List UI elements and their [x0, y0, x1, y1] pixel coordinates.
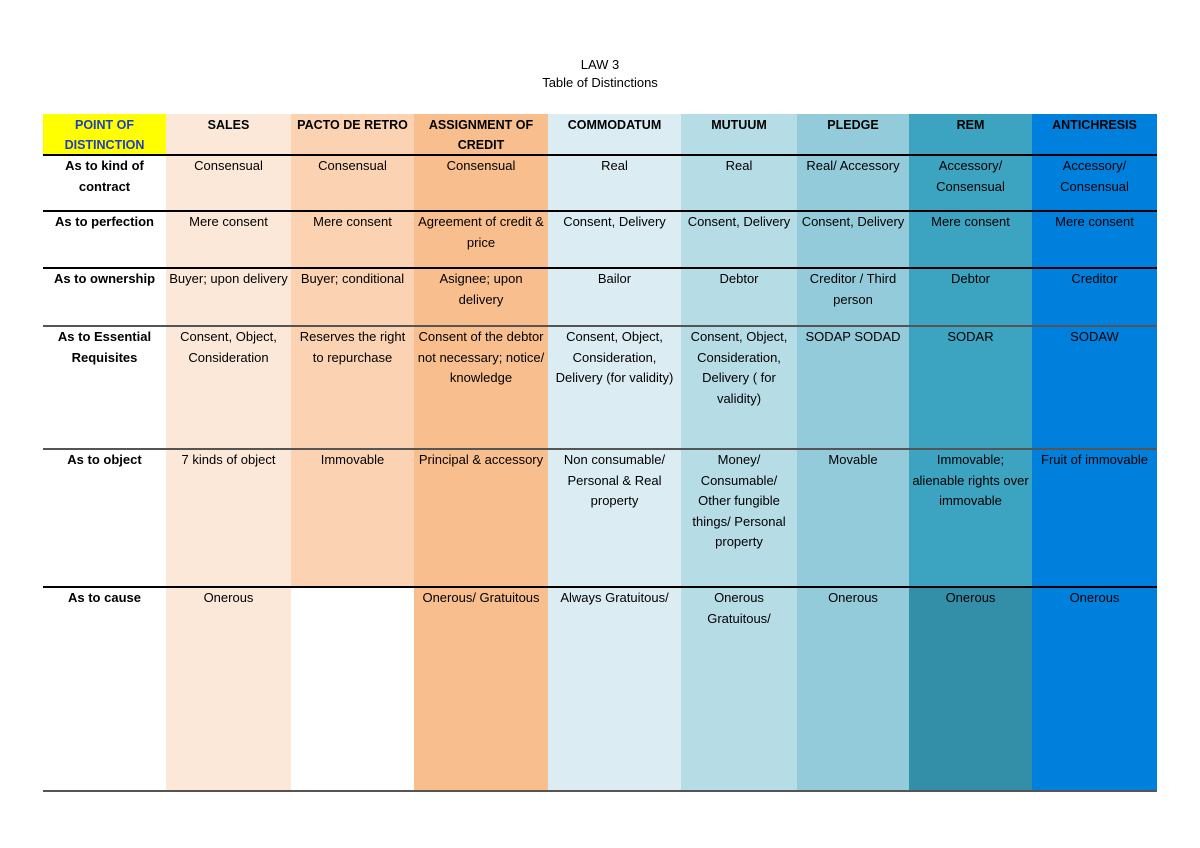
rem-cause-bg: [909, 587, 1032, 791]
row-divider: [43, 448, 1157, 450]
table-cell-assignment-of-credit: Consensual: [446, 158, 516, 173]
table-cell-commodatum: Consent, Delivery: [563, 214, 666, 229]
table-cell-commodatum: Always Gratuitous/: [560, 590, 669, 605]
table-cell-rem: SODAR: [947, 329, 994, 344]
row-divider: [43, 210, 1157, 212]
header-point-of-distinction: POINT OF DISTINCTION: [64, 118, 145, 152]
table-cell-mutuum: Debtor: [719, 271, 759, 286]
row-divider: [43, 790, 1157, 792]
table-cell-pledge: Movable: [828, 452, 878, 467]
table-cell-mutuum: Money/ Consumable/ Other fungible things…: [692, 452, 786, 549]
header-commodatum: COMMODATUM: [567, 118, 662, 132]
table-cell-assignment-of-credit: Principal & accessory: [418, 452, 544, 467]
table-cell-rem: Accessory/ Consensual: [936, 158, 1005, 194]
table-cell-antichresis: Creditor: [1071, 271, 1118, 286]
row-label: As to perfection: [55, 214, 154, 229]
table-cell-commodatum: Real: [601, 158, 628, 173]
table-cell-sales: Consensual: [194, 158, 263, 173]
table-cell-rem: Debtor: [950, 271, 991, 286]
table-cell-assignment-of-credit: Agreement of credit & price: [418, 214, 544, 250]
row-label: As to Essential Requisites: [57, 329, 152, 365]
table-cell-rem: Immovable; alienable rights over immovab…: [912, 452, 1029, 508]
table-cell-mutuum: Consent, Delivery: [687, 214, 791, 229]
row-divider: [43, 267, 1157, 269]
table-cell-pacto-de-retro: Mere consent: [313, 214, 392, 229]
table-cell-sales: Onerous: [203, 590, 254, 605]
row-label: As to kind of contract: [65, 158, 144, 194]
table-cell-assignment-of-credit: Consent of the debtor not necessary; not…: [417, 329, 545, 385]
table-cell-assignment-of-credit: Asignee; upon delivery: [439, 271, 523, 307]
column-bg-mutuum: [681, 114, 797, 791]
table-cell-pacto-de-retro: Consensual: [318, 158, 387, 173]
table-cell-antichresis: Onerous: [1069, 590, 1120, 605]
row-divider: [43, 325, 1157, 327]
table-cell-sales: Buyer; upon delivery: [169, 271, 288, 286]
row-label: As to cause: [68, 590, 141, 605]
table-cell-mutuum: Onerous Gratuitous/: [707, 590, 771, 626]
table-cell-pledge: SODAP SODAD: [805, 329, 901, 344]
table-cell-rem: Onerous: [945, 590, 996, 605]
table-cell-mutuum: Real: [725, 158, 753, 173]
column-bg-commodatum: [548, 114, 681, 791]
table-cell-commodatum: Consent, Object, Consideration, Delivery…: [555, 329, 674, 385]
table-cell-commodatum: Bailor: [597, 271, 632, 286]
row-label: As to object: [67, 452, 142, 467]
document-title: LAW 3: [580, 57, 620, 72]
point-header-bg: [43, 114, 166, 155]
table-cell-antichresis: Mere consent: [1055, 214, 1134, 229]
table-cell-pacto-de-retro: Reserves the right to repurchase: [299, 329, 406, 365]
table-cell-pledge: Onerous: [828, 590, 878, 605]
header-antichresis: ANTICHRESIS: [1052, 118, 1137, 132]
table-cell-antichresis: Accessory/ Consensual: [1060, 158, 1129, 194]
table-cell-pledge: Creditor / Third person: [809, 271, 897, 307]
pacto-cause-blank: [291, 587, 414, 791]
row-divider: [43, 154, 1157, 156]
table-cell-pledge: Real/ Accessory: [806, 158, 900, 173]
table-cell-assignment-of-credit: Onerous/ Gratuitous: [422, 590, 540, 605]
row-label: As to ownership: [53, 271, 156, 286]
column-bg-assignment-of-credit: [414, 114, 548, 791]
column-bg-sales: [166, 114, 291, 791]
table-cell-sales: Consent, Object, Consideration: [180, 329, 277, 365]
table-cell-sales: 7 kinds of object: [181, 452, 276, 467]
table-cell-antichresis: SODAW: [1070, 329, 1119, 344]
header-rem: REM: [956, 118, 985, 132]
document-subtitle: Table of Distinctions: [542, 75, 658, 90]
header-mutuum: MUTUUM: [711, 118, 767, 132]
table-cell-pledge: Consent, Delivery: [801, 214, 905, 229]
header-sales: SALES: [207, 118, 250, 132]
table-cell-mutuum: Consent, Object, Consideration, Delivery…: [690, 329, 788, 406]
header-pacto-de-retro: PACTO DE RETRO: [297, 118, 408, 132]
header-assignment-of-credit: ASSIGNMENT OF CREDIT: [428, 118, 534, 152]
table-cell-sales: Mere consent: [189, 214, 268, 229]
row-divider: [43, 586, 1157, 588]
column-bg-pledge: [797, 114, 909, 791]
table-cell-commodatum: Non consumable/ Personal & Real property: [563, 452, 666, 508]
column-bg-antichresis: [1032, 114, 1157, 791]
table-cell-antichresis: Fruit of immovable: [1041, 452, 1148, 467]
table-cell-pacto-de-retro: Buyer; conditional: [300, 271, 405, 286]
table-cell-rem: Mere consent: [931, 214, 1010, 229]
table-cell-pacto-de-retro: Immovable: [320, 452, 385, 467]
header-pledge: PLEDGE: [827, 118, 879, 132]
